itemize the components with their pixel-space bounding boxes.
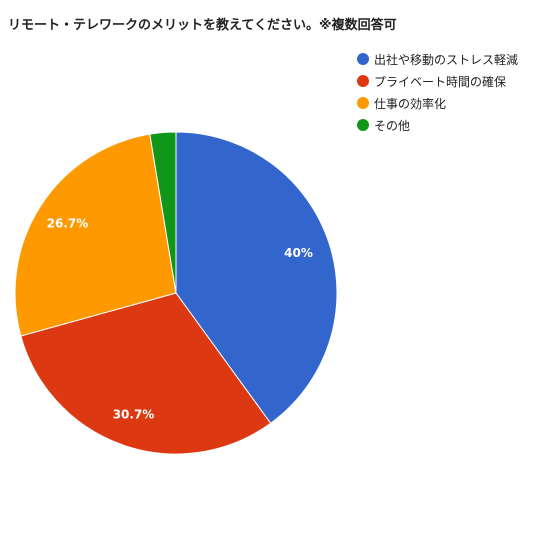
chart-title: リモート・テレワークのメリットを教えてください。※複数回答可 — [8, 18, 397, 33]
pie-slice-3[interactable] — [149, 131, 177, 294]
legend-label: 仕事の効率化 — [374, 96, 447, 111]
legend-item[interactable]: 出社や移動のストレス軽減 — [357, 48, 518, 70]
slice-data-label-1: 30.7% — [113, 408, 155, 422]
legend-swatch-icon — [357, 119, 369, 131]
pie-slice-1[interactable] — [20, 292, 272, 455]
legend-swatch-icon — [357, 53, 369, 65]
pie-slice-2[interactable] — [14, 133, 177, 337]
legend-item[interactable]: 仕事の効率化 — [357, 92, 518, 114]
legend-item[interactable]: その他 — [357, 114, 518, 136]
pie-slice-0[interactable] — [175, 131, 338, 424]
legend-label: その他 — [374, 118, 411, 133]
legend-swatch-icon — [357, 75, 369, 87]
legend-swatch-icon — [357, 97, 369, 109]
legend-item[interactable]: プライベート時間の確保 — [357, 70, 518, 92]
slice-data-label-0: 40% — [284, 246, 313, 260]
legend-label: 出社や移動のストレス軽減 — [374, 52, 519, 67]
slice-data-label-2: 26.7% — [47, 217, 89, 231]
legend: 出社や移動のストレス軽減 プライベート時間の確保 仕事の効率化 その他 — [357, 48, 518, 136]
legend-label: プライベート時間の確保 — [374, 74, 507, 89]
